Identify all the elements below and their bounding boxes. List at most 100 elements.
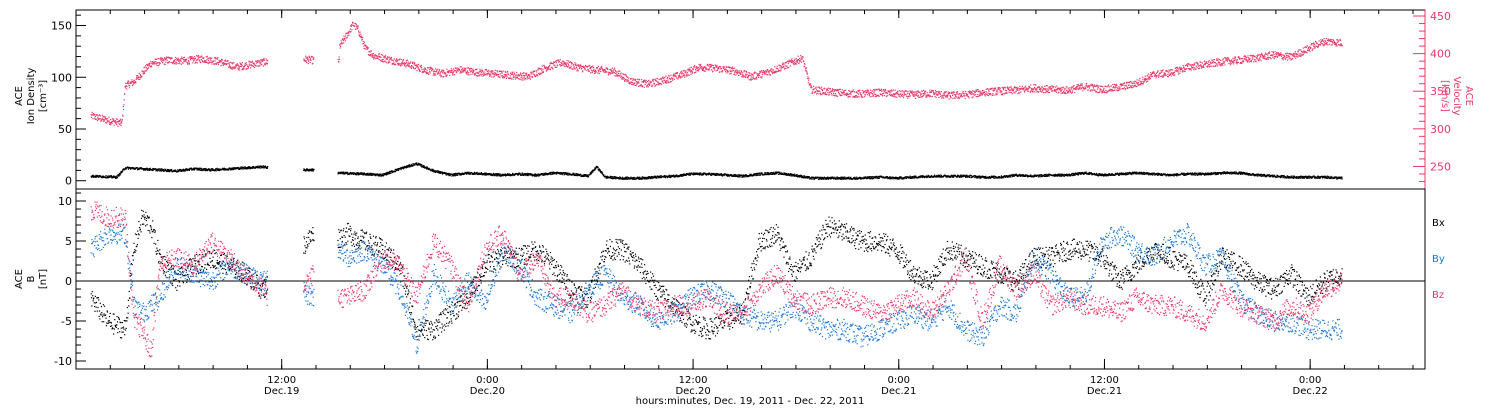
velocity-series-point <box>1270 54 1272 56</box>
velocity-series-point <box>731 71 733 73</box>
velocity-series-point <box>310 59 312 61</box>
velocity-series-point <box>1153 72 1155 74</box>
density-series-point <box>208 169 210 171</box>
velocity-series-point <box>124 87 127 89</box>
velocity-series-point <box>693 66 695 68</box>
velocity-series-point <box>965 95 967 97</box>
velocity-series-point <box>561 63 563 65</box>
velocity-series-point <box>200 61 202 64</box>
velocity-series-point <box>987 94 989 97</box>
velocity-series-point <box>380 54 383 56</box>
velocity-series-point <box>832 88 834 90</box>
velocity-series-point <box>988 90 990 92</box>
velocity-series-point <box>905 90 907 92</box>
velocity-series-point <box>365 45 367 47</box>
velocity-series-point <box>208 61 210 63</box>
velocity-series-point <box>429 71 431 73</box>
velocity-series-point <box>186 58 188 60</box>
density-series-point <box>477 172 479 174</box>
velocity-series-point <box>915 94 917 96</box>
velocity-series-point <box>624 79 626 82</box>
velocity-series-point <box>984 94 986 96</box>
velocity-series-point <box>165 57 167 59</box>
velocity-series-point <box>1340 43 1342 45</box>
velocity-series-point <box>1298 53 1300 55</box>
velocity-series-point <box>344 37 346 40</box>
velocity-series-point <box>992 90 994 92</box>
velocity-series-point <box>231 62 233 64</box>
velocity-series-point <box>767 74 769 76</box>
velocity-series-point <box>1242 60 1244 62</box>
velocity-series-point <box>817 90 819 92</box>
velocity-series-point <box>363 47 365 50</box>
velocity-series-point <box>455 72 457 74</box>
density-series-point <box>443 172 445 174</box>
velocity-series-point <box>957 96 960 98</box>
velocity-series-point <box>848 95 850 97</box>
velocity-series-point <box>362 36 364 39</box>
velocity-series-point <box>1222 64 1224 66</box>
velocity-series-point <box>481 70 484 72</box>
velocity-series-point <box>1201 62 1204 64</box>
density-series-point <box>408 164 410 166</box>
velocity-series-point <box>995 88 997 90</box>
velocity-series-point <box>1122 84 1124 86</box>
velocity-series-point <box>1021 85 1023 87</box>
velocity-series-point <box>975 94 977 96</box>
velocity-series-point <box>100 120 102 122</box>
velocity-series-point <box>999 87 1001 89</box>
velocity-series-point <box>185 60 187 62</box>
density-series-point <box>126 168 128 170</box>
density-series-point <box>382 173 384 175</box>
velocity-series-point <box>631 83 633 85</box>
velocity-series-point <box>742 74 744 76</box>
velocity-series-point <box>1032 91 1034 93</box>
velocity-series-point <box>638 82 640 84</box>
velocity-series-point <box>418 63 420 65</box>
density-series-point <box>414 164 416 166</box>
velocity-series-point <box>733 73 735 76</box>
velocity-series-point <box>1308 49 1310 51</box>
velocity-series-point <box>992 93 994 95</box>
velocity-series-point <box>744 73 747 75</box>
velocity-series-point <box>1062 86 1064 89</box>
velocity-series-point <box>142 70 144 72</box>
velocity-series-point <box>900 94 903 97</box>
velocity-series-point <box>758 72 760 75</box>
density-series-point <box>423 165 425 167</box>
velocity-series-point <box>1099 88 1101 90</box>
velocity-series-point <box>1024 86 1026 88</box>
velocity-series-point <box>1243 60 1245 62</box>
velocity-series-point <box>1026 87 1028 89</box>
velocity-series-point <box>507 71 509 73</box>
velocity-series-point <box>187 62 189 64</box>
velocity-series-point <box>1295 57 1297 59</box>
velocity-series-point <box>733 70 735 72</box>
velocity-series-point <box>363 42 365 44</box>
density-series-point <box>167 170 169 172</box>
velocity-series-point <box>525 73 527 75</box>
velocity-series-point <box>659 83 661 85</box>
velocity-series-point <box>1250 59 1253 62</box>
density-series-point <box>201 169 203 172</box>
velocity-series-point <box>971 91 973 93</box>
velocity-series-point <box>384 55 387 57</box>
velocity-series-point <box>804 66 806 68</box>
velocity-series-point <box>1093 89 1095 91</box>
velocity-series-point <box>510 78 512 80</box>
velocity-series-point <box>848 93 850 95</box>
velocity-series-point <box>106 118 108 120</box>
velocity-series-point <box>538 68 540 70</box>
velocity-series-point <box>350 31 352 33</box>
velocity-series-point <box>133 82 135 84</box>
velocity-series-point <box>183 56 186 58</box>
velocity-series-point <box>699 65 701 67</box>
velocity-series-point <box>1073 88 1075 90</box>
velocity-series-point <box>380 56 382 58</box>
velocity-series-point <box>339 47 341 49</box>
velocity-series-point <box>449 70 451 72</box>
velocity-series-point <box>1044 85 1046 87</box>
density-series-point <box>426 167 428 169</box>
velocity-series-point <box>663 79 666 81</box>
density-series-point <box>187 169 189 171</box>
